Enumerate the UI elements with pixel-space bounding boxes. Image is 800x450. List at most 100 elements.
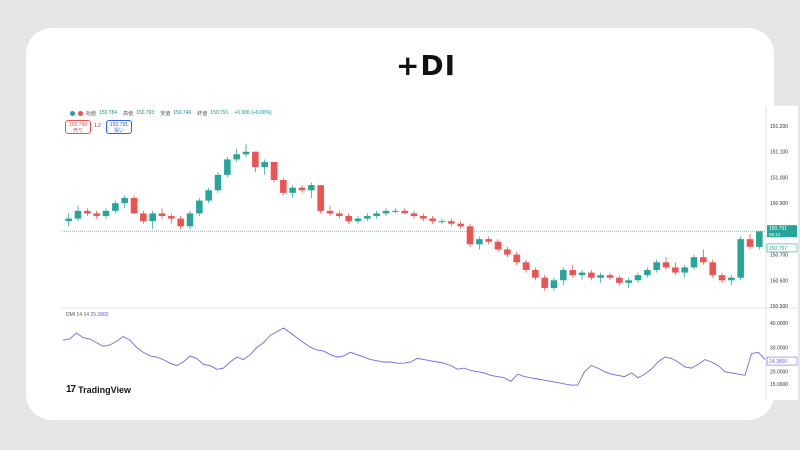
candle-body <box>588 272 595 278</box>
candle-body <box>158 213 166 216</box>
candle-body <box>214 174 222 191</box>
price-tick-label: 150.600 <box>770 278 788 284</box>
candle-body <box>261 162 268 168</box>
candle-body <box>270 162 278 180</box>
candle-body <box>317 185 324 211</box>
open-label: 始値 <box>86 110 97 117</box>
candle-body <box>457 223 464 227</box>
candle-body <box>485 239 492 242</box>
candle-body <box>513 254 520 263</box>
candle-body <box>252 151 259 168</box>
close-value: 150.791 <box>210 110 229 116</box>
price-tick-label: 150.700 <box>770 253 788 259</box>
candle-body <box>681 267 688 273</box>
buy-label: 買い <box>113 128 124 134</box>
candle-body <box>728 277 735 281</box>
candle-body <box>532 270 539 278</box>
card: +DI 151.200 151.100 151.000 150.900 150.700 1… <box>26 28 798 420</box>
dmi-tick-label: 20.0000 <box>770 370 788 376</box>
candle-body <box>737 239 744 278</box>
candle-body <box>326 210 334 214</box>
candle-body <box>476 239 483 245</box>
candle-body <box>541 277 548 288</box>
open-value: 150.784 <box>99 110 118 116</box>
candle-body <box>74 210 82 219</box>
low-value: 150.746 <box>173 110 192 116</box>
candle-body <box>653 262 660 270</box>
buy-price-tag <box>766 243 798 253</box>
candle-body <box>84 210 91 214</box>
candle-body <box>373 213 380 216</box>
candle-body <box>662 262 670 268</box>
candle-body <box>280 180 287 193</box>
candle-body <box>196 200 203 214</box>
chart-frame[interactable]: 151.200 151.100 151.000 150.900 150.700 150.6… <box>62 106 798 400</box>
logo-text: TradingView <box>78 384 131 395</box>
candle-body <box>578 272 586 276</box>
candle-body <box>448 221 455 224</box>
ohlc-legend: 始値 150.784 高値 150.793 安値 150.746 終値 150.… <box>70 108 275 118</box>
candle-body <box>392 210 399 212</box>
current-price-tag <box>767 225 797 238</box>
spread-value: 1.2 <box>94 123 101 129</box>
close-label: 終値 <box>197 110 208 117</box>
di-series-line <box>62 327 766 386</box>
candle-body <box>672 267 679 273</box>
candle-body <box>149 213 156 222</box>
candle-body <box>205 190 212 201</box>
sell-price: 150.789 <box>68 122 88 128</box>
sell-button[interactable]: 150.789 売り <box>65 120 91 134</box>
candle-body <box>709 262 716 276</box>
candle-body <box>494 241 502 250</box>
candle-body <box>308 185 315 191</box>
candle-body <box>364 216 371 219</box>
candle-body <box>746 239 754 247</box>
price-tick-label: 151.100 <box>770 150 788 156</box>
buy-button[interactable]: 150.791 買い <box>106 120 132 134</box>
high-value: 150.793 <box>136 110 155 116</box>
buy-price-tag-label: 150.757 <box>769 246 787 252</box>
candle-body <box>177 218 184 227</box>
candle-body <box>522 262 530 270</box>
candle-body <box>102 210 110 216</box>
candle-body <box>700 257 707 263</box>
candle-body <box>690 257 698 268</box>
candle-body <box>606 275 614 278</box>
dmi-tick-label: 30.0000 <box>770 345 788 351</box>
buy-price: 150.791 <box>109 122 129 128</box>
candle-body <box>298 187 306 191</box>
candle-body <box>382 210 390 214</box>
page-title: +DI <box>395 48 457 82</box>
candle-body <box>718 275 726 281</box>
candle-body <box>616 277 623 283</box>
price-chart[interactable]: 151.200 151.100 151.000 150.900 150.700 150.6… <box>62 106 798 400</box>
candle-body <box>401 210 408 214</box>
high-label: 高値 <box>123 110 134 117</box>
dmi-value-tag-label: 24.3800 <box>769 359 787 365</box>
candle-body <box>168 216 175 219</box>
candle-body <box>634 275 642 281</box>
candle-body <box>130 198 138 214</box>
indicator-legend[interactable]: DMI 14 14 25.3802 <box>66 312 109 318</box>
candle-body <box>429 218 436 222</box>
price-tick-label: 150.900 <box>770 201 788 207</box>
candle-body <box>569 270 576 276</box>
candle-body <box>625 280 632 283</box>
dmi-tick-label: 40.0000 <box>770 321 788 327</box>
candle-body <box>65 218 72 222</box>
candle-body <box>242 151 250 155</box>
low-label: 安値 <box>160 110 171 117</box>
dmi-value-tag <box>766 356 798 366</box>
indicator-name: DMI 14 14 <box>66 312 90 318</box>
countdown-label: 05:12 <box>769 232 781 237</box>
candle-body <box>336 213 343 216</box>
candle-body <box>550 280 558 288</box>
status-dot-icon <box>70 110 75 116</box>
tradingview-logo[interactable]: 17 TradingView <box>66 384 131 395</box>
dmi-tick-label: 15.0000 <box>770 382 788 388</box>
candle-body <box>112 203 119 211</box>
candle-body <box>597 275 604 278</box>
candle-body <box>289 187 296 193</box>
price-tick-label: 150.500 <box>770 304 788 310</box>
candle-body <box>186 213 194 227</box>
